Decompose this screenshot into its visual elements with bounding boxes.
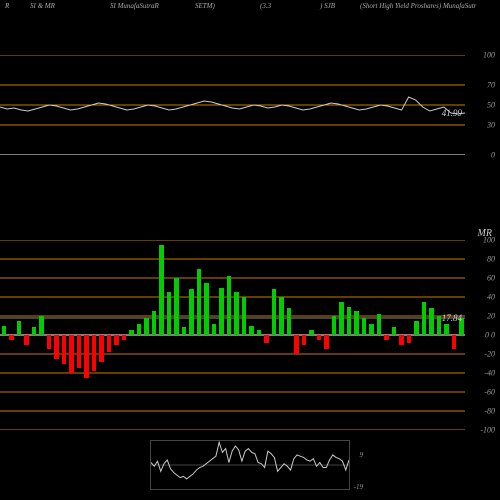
mr-bar — [84, 335, 89, 378]
mr-bar — [99, 335, 104, 362]
mr-tick: 0 0 — [485, 331, 495, 340]
mr-bar — [437, 316, 442, 335]
hdr-2: SI MunafaSutraR — [110, 2, 159, 10]
mr-tick: -60 — [484, 388, 495, 397]
rsi-panel: 0305070100 41.99 — [0, 55, 465, 155]
mr-bar — [407, 335, 412, 343]
mr-tick: 20 — [487, 312, 495, 321]
hdr-6: (Short High Yield Proshares) MunafaSutr — [360, 2, 476, 10]
rsi-tick: 50 — [487, 101, 495, 110]
mr-bar — [114, 335, 119, 345]
mr-tick: -100 — [480, 426, 495, 435]
mr-tick: -20 — [484, 350, 495, 359]
mr-bar — [452, 335, 457, 349]
mr-bar — [317, 335, 322, 340]
mr-bar — [144, 318, 149, 335]
mr-bar — [77, 335, 82, 368]
mr-tick: -80 — [484, 407, 495, 416]
mr-bar — [159, 245, 164, 335]
mr-tick: 80 — [487, 255, 495, 264]
hdr-5: ) SJB — [320, 2, 335, 10]
mr-bar — [152, 311, 157, 335]
mr-bar — [444, 324, 449, 335]
rsi-line-chart — [0, 55, 465, 155]
rsi-tick: 30 — [487, 121, 495, 130]
mr-tick: 100 — [483, 236, 495, 245]
mr-bar — [377, 314, 382, 335]
mr-current-value: 17.84 — [442, 313, 462, 323]
mr-tick: 40 — [487, 293, 495, 302]
mr-bar — [2, 326, 7, 336]
mr-bar — [219, 288, 224, 336]
mr-bar — [174, 278, 179, 335]
mr-bar — [362, 318, 367, 335]
mr-bar — [264, 335, 269, 343]
mr-bar — [227, 276, 232, 335]
mr-bar — [302, 335, 307, 345]
rsi-tick: 100 — [483, 51, 495, 60]
mr-bar — [197, 269, 202, 336]
rsi-tick: 0 — [491, 151, 495, 160]
mr-tick: -40 — [484, 369, 495, 378]
mr-bar — [122, 335, 127, 340]
mr-bar — [167, 292, 172, 335]
mr-bar — [272, 289, 277, 335]
mini-tick-hi: 9 — [360, 451, 364, 459]
mr-bar — [294, 335, 299, 354]
mr-bar — [369, 324, 374, 335]
mr-bar — [92, 335, 97, 371]
mr-bar — [69, 335, 74, 373]
mr-bar — [182, 327, 187, 335]
mr-bar — [324, 335, 329, 349]
mr-bar — [384, 335, 389, 340]
mr-panel: -100-80-60-40-200 020406080100 17.84 — [0, 240, 465, 430]
mr-bar — [242, 297, 247, 335]
mr-bar — [429, 308, 434, 335]
mini-tick-lo: -19 — [354, 483, 363, 491]
mr-bar — [47, 335, 52, 349]
rsi-tick: 70 — [487, 81, 495, 90]
mr-bar — [422, 302, 427, 335]
mr-bar — [392, 327, 397, 335]
mr-bar — [107, 335, 112, 352]
mr-bar — [17, 321, 22, 335]
mr-bar — [129, 330, 134, 335]
mr-bar — [309, 330, 314, 335]
mr-bar — [9, 335, 14, 340]
hdr-1: SI & MR — [30, 2, 55, 10]
mr-bar — [62, 335, 67, 364]
mr-bar — [204, 283, 209, 335]
mr-bar — [287, 308, 292, 335]
mr-bar — [137, 324, 142, 335]
mr-bar — [279, 297, 284, 335]
mr-bar — [399, 335, 404, 345]
mini-line-chart — [151, 441, 349, 489]
mr-bar — [332, 316, 337, 335]
mr-bar — [249, 326, 254, 336]
mr-bar — [54, 335, 59, 359]
mr-bar — [32, 327, 37, 335]
mr-bar — [414, 321, 419, 335]
hdr-4: (3.3 — [260, 2, 271, 10]
mr-bar — [39, 316, 44, 335]
mr-bar — [347, 307, 352, 336]
mr-bar — [234, 292, 239, 335]
rsi-current-value: 41.99 — [442, 108, 462, 118]
mr-bar — [354, 311, 359, 335]
mini-panel: 9 -19 — [150, 440, 350, 490]
hdr-0: R — [5, 2, 9, 10]
mr-bar — [212, 324, 217, 335]
hdr-3: SETM) — [195, 2, 215, 10]
mr-bar — [24, 335, 29, 345]
header-row: R SI & MR SI MunafaSutraR SETM) (3.3 ) S… — [0, 2, 500, 14]
mr-bars — [0, 240, 465, 430]
mr-bar — [257, 330, 262, 335]
mr-tick: 60 — [487, 274, 495, 283]
mr-bar — [189, 289, 194, 335]
mr-bar — [339, 302, 344, 335]
